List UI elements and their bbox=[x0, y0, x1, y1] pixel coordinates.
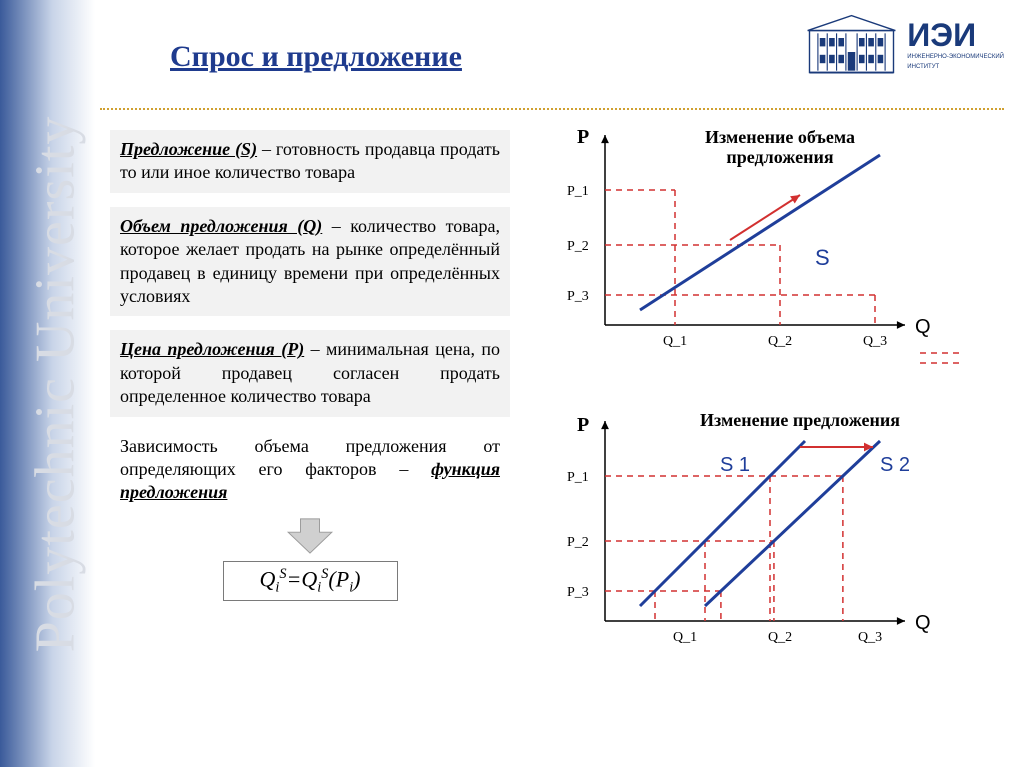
f-S1: S bbox=[279, 566, 286, 582]
svg-text:P_3: P_3 bbox=[567, 585, 589, 600]
svg-text:P_1: P_1 bbox=[567, 184, 589, 199]
definitions-column: Предложение (S) – готовность продавца пр… bbox=[110, 130, 510, 601]
term-supply: Предложение (S) bbox=[120, 139, 257, 159]
term-price: Цена предложения (P) bbox=[120, 339, 304, 359]
iei-acronym: ИЭИ bbox=[907, 19, 976, 51]
svg-text:P_3: P_3 bbox=[567, 289, 589, 304]
svg-text:Q: Q bbox=[915, 316, 931, 338]
f-eq: = bbox=[287, 566, 302, 591]
chart1-svg: Изменение объемапредложения P Q P_1 Q_1 P_2 Q_… bbox=[545, 125, 1000, 385]
svg-text:Q: Q bbox=[915, 612, 931, 634]
f-open: ( bbox=[328, 566, 335, 591]
definition-function: Зависимость объема предложения от опреде… bbox=[110, 431, 510, 513]
supply-function-formula: QiS=QiS(Pi) bbox=[223, 561, 398, 602]
f-Q1: Q bbox=[259, 566, 275, 591]
definition-supply: Предложение (S) – готовность продавца пр… bbox=[110, 130, 510, 193]
dotted-divider bbox=[100, 108, 1004, 110]
chart-supply-shift: Изменение предложения P Q P_1 P_2 P_3 Q_1 Q_2 Q_… bbox=[545, 406, 1005, 681]
svg-text:Изменение предложения: Изменение предложения bbox=[700, 410, 900, 430]
chart-supply-volume: Изменение объемапредложения P Q P_1 Q_1 P_2 Q_… bbox=[545, 125, 1005, 390]
building-icon bbox=[804, 10, 899, 80]
svg-text:P_2: P_2 bbox=[567, 535, 589, 550]
svg-text:P_1: P_1 bbox=[567, 470, 589, 485]
svg-text:S 2: S 2 bbox=[880, 454, 910, 476]
svg-text:Q_1: Q_1 bbox=[663, 334, 687, 349]
svg-text:Изменение объема: Изменение объема bbox=[705, 127, 855, 147]
f-P: P bbox=[336, 566, 349, 591]
svg-text:P: P bbox=[577, 126, 589, 148]
sidebar-vertical-text: Polytechnic University bbox=[10, 0, 100, 767]
svg-text:Q_1: Q_1 bbox=[673, 630, 697, 645]
svg-text:S 1: S 1 bbox=[720, 454, 750, 476]
term-volume: Объем предложения (Q) bbox=[120, 216, 322, 236]
f-Q2: Q bbox=[301, 566, 317, 591]
svg-text:Q_2: Q_2 bbox=[768, 334, 792, 349]
svg-text:Q_3: Q_3 bbox=[863, 334, 887, 349]
svg-text:Q_3: Q_3 bbox=[858, 630, 882, 645]
iei-sub1: ИНЖЕНЕРНО-ЭКОНОМИЧЕСКИЙ bbox=[907, 54, 1004, 61]
svg-text:S: S bbox=[815, 245, 830, 270]
chart2-svg: Изменение предложения P Q P_1 P_2 P_3 Q_1 Q_2 Q_… bbox=[545, 406, 1000, 676]
svg-text:P: P bbox=[577, 414, 589, 436]
sidebar-label: Polytechnic University bbox=[23, 115, 87, 652]
logo-area: ИЭИ ИНЖЕНЕРНО-ЭКОНОМИЧЕСКИЙ ИНСТИТУТ bbox=[804, 10, 1004, 80]
charts-column: Изменение объемапредложения P Q P_1 Q_1 P_2 Q_… bbox=[545, 125, 1005, 697]
svg-text:предложения: предложения bbox=[726, 147, 833, 167]
iei-logo-block: ИЭИ ИНЖЕНЕРНО-ЭКОНОМИЧЕСКИЙ ИНСТИТУТ bbox=[907, 19, 1004, 70]
iei-sub2: ИНСТИТУТ bbox=[907, 64, 939, 71]
svg-text:P_2: P_2 bbox=[567, 239, 589, 254]
definition-volume: Объем предложения (Q) – количество товар… bbox=[110, 207, 510, 317]
f-close: ) bbox=[353, 566, 360, 591]
svg-text:Q_2: Q_2 bbox=[768, 630, 792, 645]
definition-price: Цена предложения (P) – минимальная цена,… bbox=[110, 330, 510, 416]
arrow-down-icon bbox=[285, 517, 335, 555]
page-title: Спрос и предложение bbox=[170, 40, 462, 74]
